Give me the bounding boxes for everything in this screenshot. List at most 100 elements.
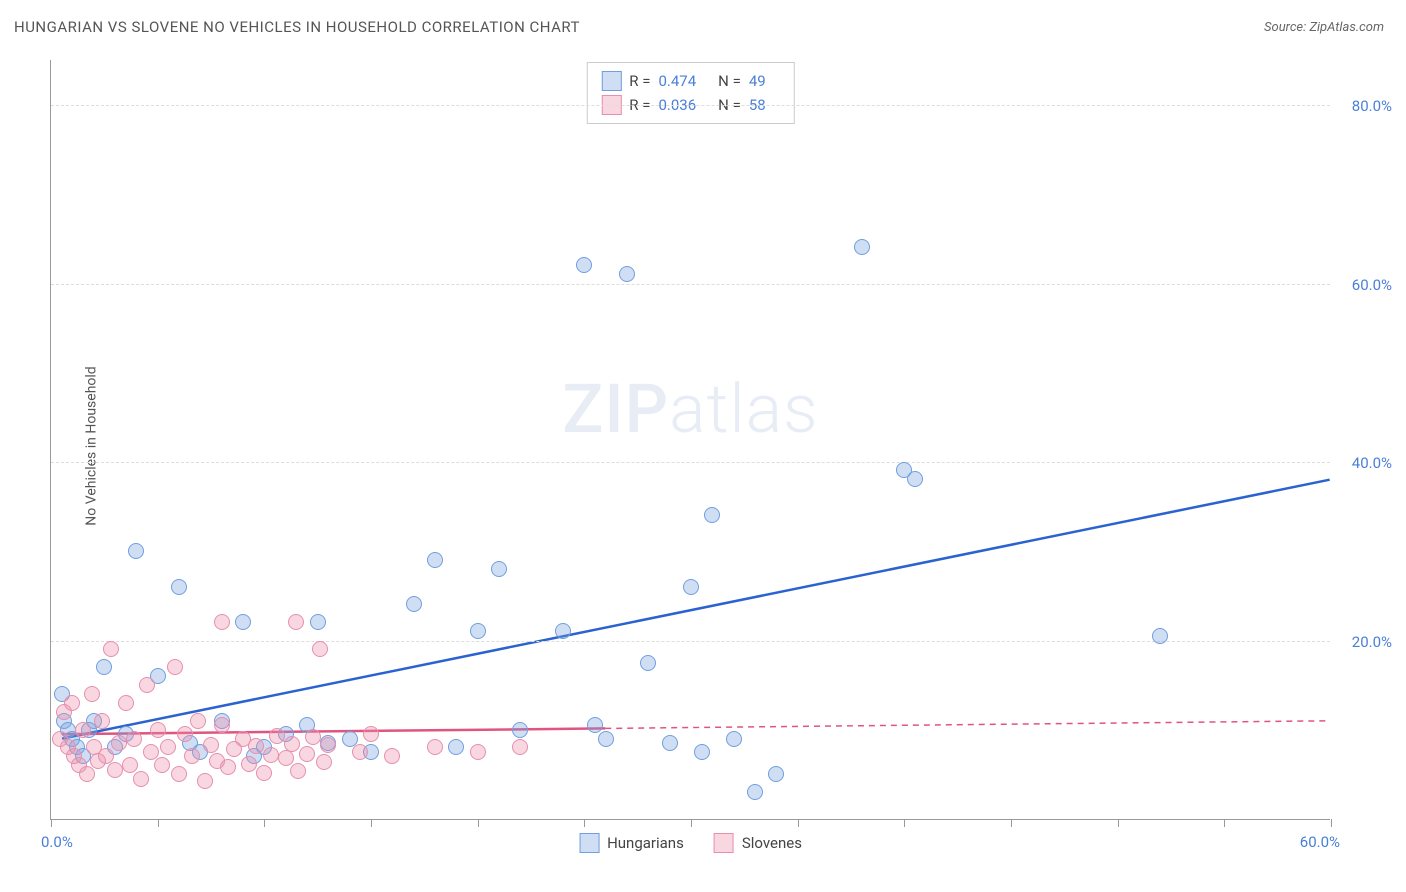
n-label: N = <box>718 72 741 90</box>
plot-area: ZIPatlas R =0.474N =49R =0.036N =58 0.0%… <box>50 60 1330 820</box>
scatter-point <box>278 750 294 766</box>
scatter-point <box>598 731 614 747</box>
x-tick <box>478 819 479 827</box>
x-tick <box>1118 819 1119 827</box>
legend-swatch <box>601 71 621 91</box>
scatter-point <box>491 561 507 577</box>
scatter-point <box>1152 628 1168 644</box>
trend-lines-svg <box>51 60 1330 819</box>
scatter-point <box>94 713 110 729</box>
scatter-point <box>214 614 230 630</box>
scatter-point <box>103 641 119 657</box>
legend-swatch <box>714 833 734 853</box>
scatter-point <box>312 641 328 657</box>
scatter-point <box>150 722 166 738</box>
scatter-point <box>512 722 528 738</box>
scatter-point <box>290 763 306 779</box>
scatter-point <box>107 762 123 778</box>
scatter-point <box>256 765 272 781</box>
scatter-point <box>512 739 528 755</box>
x-tick <box>584 819 585 827</box>
scatter-point <box>160 739 176 755</box>
x-tick <box>158 819 159 827</box>
scatter-point <box>470 623 486 639</box>
scatter-point <box>284 736 300 752</box>
scatter-point <box>111 735 127 751</box>
grid-line: 20.0% <box>51 641 1330 642</box>
scatter-point <box>263 747 279 763</box>
scatter-point <box>248 738 264 754</box>
source-name: ZipAtlas.com <box>1309 20 1384 35</box>
scatter-point <box>269 728 285 744</box>
grid-line: 80.0% <box>51 105 1330 106</box>
scatter-point <box>133 771 149 787</box>
scatter-point <box>305 729 321 745</box>
scatter-point <box>427 739 443 755</box>
scatter-point <box>320 737 336 753</box>
scatter-point <box>576 257 592 273</box>
x-axis-end-label: 60.0% <box>1300 833 1340 851</box>
scatter-point <box>171 766 187 782</box>
scatter-point <box>177 726 193 742</box>
scatter-point <box>154 757 170 773</box>
scatter-point <box>79 766 95 782</box>
x-tick <box>264 819 265 827</box>
scatter-point <box>139 677 155 693</box>
scatter-point <box>299 746 315 762</box>
scatter-point <box>184 748 200 764</box>
grid-line: 60.0% <box>51 284 1330 285</box>
scatter-point <box>316 754 332 770</box>
scatter-point <box>384 748 400 764</box>
legend-swatch <box>579 833 599 853</box>
scatter-point <box>171 579 187 595</box>
scatter-point <box>197 773 213 789</box>
x-tick <box>904 819 905 827</box>
scatter-point <box>190 713 206 729</box>
scatter-point <box>907 471 923 487</box>
scatter-point <box>203 737 219 753</box>
scatter-point <box>662 735 678 751</box>
scatter-point <box>470 744 486 760</box>
scatter-point <box>427 552 443 568</box>
x-tick <box>1224 819 1225 827</box>
watermark-light: atlas <box>669 369 819 449</box>
scatter-point <box>726 731 742 747</box>
y-tick-label: 20.0% <box>1352 633 1392 651</box>
scatter-point <box>84 686 100 702</box>
r-value: 0.474 <box>658 72 696 90</box>
scatter-point <box>214 717 230 733</box>
legend-series: HungariansSlovenes <box>579 833 802 853</box>
scatter-point <box>640 655 656 671</box>
x-tick <box>798 819 799 827</box>
y-tick-label: 40.0% <box>1352 454 1392 472</box>
x-tick <box>1331 819 1332 827</box>
legend-stats: R =0.474N =49R =0.036N =58 <box>586 62 794 124</box>
r-label: R = <box>629 72 650 90</box>
x-tick <box>371 819 372 827</box>
scatter-point <box>683 579 699 595</box>
scatter-point <box>310 614 326 630</box>
source-label: Source: ZipAtlas.com <box>1264 20 1384 35</box>
scatter-point <box>619 266 635 282</box>
scatter-point <box>235 614 251 630</box>
scatter-point <box>555 623 571 639</box>
x-axis-start-label: 0.0% <box>41 833 73 851</box>
legend-stat-row: R =0.474N =49 <box>601 69 779 93</box>
scatter-point <box>126 731 142 747</box>
y-tick-label: 80.0% <box>1352 97 1392 115</box>
scatter-point <box>241 756 257 772</box>
scatter-point <box>448 739 464 755</box>
watermark: ZIPatlas <box>562 369 818 449</box>
scatter-point <box>768 766 784 782</box>
scatter-point <box>747 784 763 800</box>
grid-line: 40.0% <box>51 462 1330 463</box>
scatter-point <box>220 759 236 775</box>
scatter-point <box>64 695 80 711</box>
scatter-point <box>288 614 304 630</box>
scatter-point <box>854 239 870 255</box>
scatter-point <box>406 596 422 612</box>
scatter-point <box>352 744 368 760</box>
watermark-bold: ZIP <box>562 369 669 449</box>
chart-title: HUNGARIAN VS SLOVENE NO VEHICLES IN HOUS… <box>14 18 580 36</box>
scatter-point <box>694 744 710 760</box>
